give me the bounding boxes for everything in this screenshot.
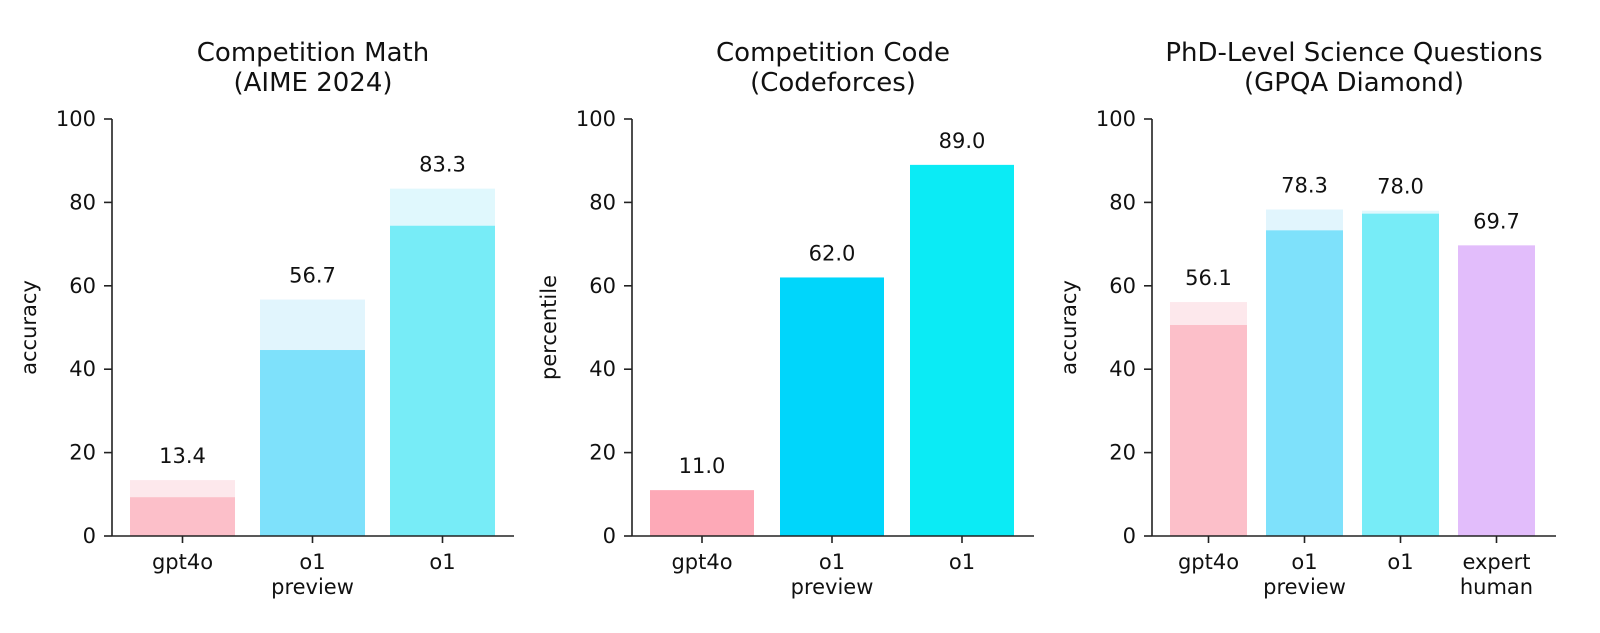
chart2-y-tick-label-20: 20: [589, 441, 616, 465]
chart3-y-tick-label-60: 60: [1109, 274, 1136, 298]
chart3-bar-4: [1458, 245, 1535, 536]
chart2-bar-2: [780, 277, 884, 536]
chart1-title-line-1: Competition Math: [197, 38, 429, 68]
chart1-value-label-3: 83.3: [419, 153, 466, 177]
chart3-category-label-4-line-1: expert: [1462, 550, 1530, 574]
chart3-category-label-2-line-1: o1: [1291, 550, 1317, 574]
chart2-bar-3: [910, 164, 1014, 536]
chart2-category-label-2-line-2: preview: [791, 575, 874, 599]
chart3-value-label-2: 78.3: [1281, 173, 1328, 197]
chart1-value-label-1: 13.4: [159, 444, 206, 468]
chart3-value-label-3: 78.0: [1377, 175, 1424, 199]
chart3-category-label-2-line-2: preview: [1263, 575, 1346, 599]
chart1-y-tick-label-0: 0: [83, 524, 96, 548]
chart3-value-label-1: 56.1: [1185, 266, 1232, 290]
chart2-y-tick-label-40: 40: [589, 357, 616, 381]
chart3-category-label-3: o1: [1387, 550, 1413, 574]
chart3-title-line-1: PhD-Level Science Questions: [1165, 38, 1542, 68]
chart1-y-tick-label-60: 60: [69, 274, 96, 298]
chart1-category-label-1: gpt4o: [152, 550, 213, 574]
chart2-y-tick-label-100: 100: [576, 107, 616, 131]
chart2-category-label-1: gpt4o: [671, 550, 732, 574]
chart2-value-label-1: 11.0: [679, 454, 726, 478]
chart1-category-label-3: o1: [429, 550, 455, 574]
chart1-category-label-2-line-1: o1: [299, 550, 325, 574]
chart3-y-tick-label-100: 100: [1096, 107, 1136, 131]
chart2-category-label-2-line-1: o1: [819, 550, 845, 574]
chart1-y-tick-label-40: 40: [69, 357, 96, 381]
chart3-category-label-4-line-2: human: [1460, 575, 1533, 599]
chart2-y-axis-label: percentile: [537, 275, 561, 380]
chart3-y-tick-label-80: 80: [1109, 190, 1136, 214]
chart1-y-tick-label-100: 100: [56, 107, 96, 131]
chart1-y-tick-label-20: 20: [69, 441, 96, 465]
chart1-title-line-2: (AIME 2024): [233, 68, 392, 98]
chart3-bar-3: [1362, 213, 1439, 536]
chart2-category-label-3: o1: [949, 550, 975, 574]
chart2-y-tick-label-0: 0: [603, 524, 616, 548]
chart2-title-line-1: Competition Code: [716, 38, 950, 68]
chart3-title-line-2: (GPQA Diamond): [1244, 68, 1464, 98]
chart3-category-label-1: gpt4o: [1178, 550, 1239, 574]
chart3-y-tick-label-40: 40: [1109, 357, 1136, 381]
chart1-bar-2: [260, 350, 365, 536]
chart2-y-tick-label-60: 60: [589, 274, 616, 298]
chart3-y-tick-label-20: 20: [1109, 441, 1136, 465]
chart2-title-line-2: (Codeforces): [750, 68, 916, 98]
chart2-value-label-2: 62.0: [809, 241, 856, 265]
chart1-y-tick-label-80: 80: [69, 190, 96, 214]
chart3-y-tick-label-0: 0: [1123, 524, 1136, 548]
chart1-bar-1: [130, 497, 235, 536]
chart1-value-label-2: 56.7: [289, 264, 336, 288]
chart2-y-tick-label-80: 80: [589, 190, 616, 214]
chart1-bar-3: [390, 225, 495, 536]
chart3-value-label-4: 69.7: [1473, 209, 1520, 233]
chart2-bar-1: [650, 490, 754, 536]
chart2-value-label-3: 89.0: [939, 129, 986, 153]
chart1-y-axis-label: accuracy: [17, 280, 41, 375]
chart3-y-axis-label: accuracy: [1057, 280, 1081, 375]
chart1-category-label-2-line-2: preview: [271, 575, 354, 599]
chart3-bar-1: [1170, 324, 1247, 536]
chart3-bar-2: [1266, 230, 1343, 537]
